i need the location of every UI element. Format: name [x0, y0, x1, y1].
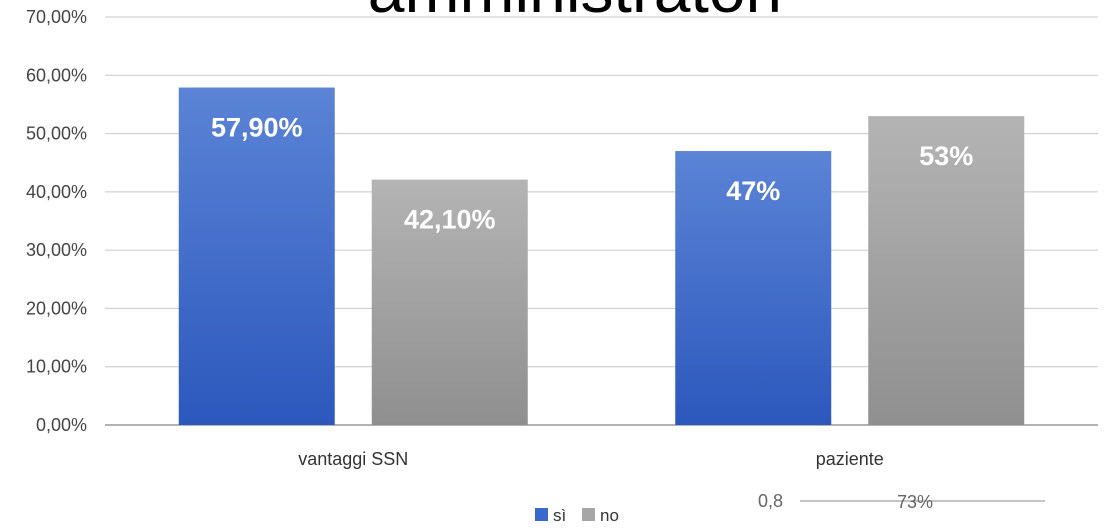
y-axis-tick-labels: 0,00% 10,00% 20,00% 30,00% 40,00% 50,00% 60,00…: [26, 7, 87, 435]
fragment-axis-label: 0,8: [758, 491, 783, 511]
legend-swatch-si: [535, 508, 548, 521]
bars: [178, 87, 1025, 426]
y-tick-label: 40,00%: [26, 182, 87, 202]
bar-si-1: [178, 87, 335, 426]
x-category-label: paziente: [816, 449, 884, 469]
legend-swatch-no: [582, 508, 595, 521]
bar-no-1: [371, 179, 528, 425]
overlapping-chart-fragment: 0,8 73%: [758, 491, 1045, 512]
y-tick-label: 10,00%: [26, 357, 87, 377]
data-label: 57,90%: [211, 113, 303, 143]
legend: sì no: [535, 506, 619, 525]
data-label: 47%: [726, 176, 780, 206]
y-tick-label: 0,00%: [36, 415, 87, 435]
y-tick-label: 30,00%: [26, 240, 87, 260]
x-axis-category-labels: vantaggi SSN paziente: [298, 449, 884, 469]
chart-title: amministratori: [368, 0, 782, 26]
legend-label-no: no: [600, 506, 619, 525]
x-category-label: vantaggi SSN: [298, 449, 408, 469]
bar-no-2: [868, 116, 1025, 425]
legend-label-si: sì: [553, 506, 566, 525]
fragment-value-label: 73%: [897, 492, 933, 512]
y-tick-label: 50,00%: [26, 124, 87, 144]
y-tick-label: 20,00%: [26, 298, 87, 318]
y-tick-label: 60,00%: [26, 65, 87, 85]
bar-si-2: [675, 151, 832, 426]
y-tick-label: 70,00%: [26, 7, 87, 27]
data-labels: 57,90% 42,10% 47% 53%: [211, 113, 973, 235]
data-label: 53%: [919, 141, 973, 171]
data-label: 42,10%: [404, 205, 496, 235]
